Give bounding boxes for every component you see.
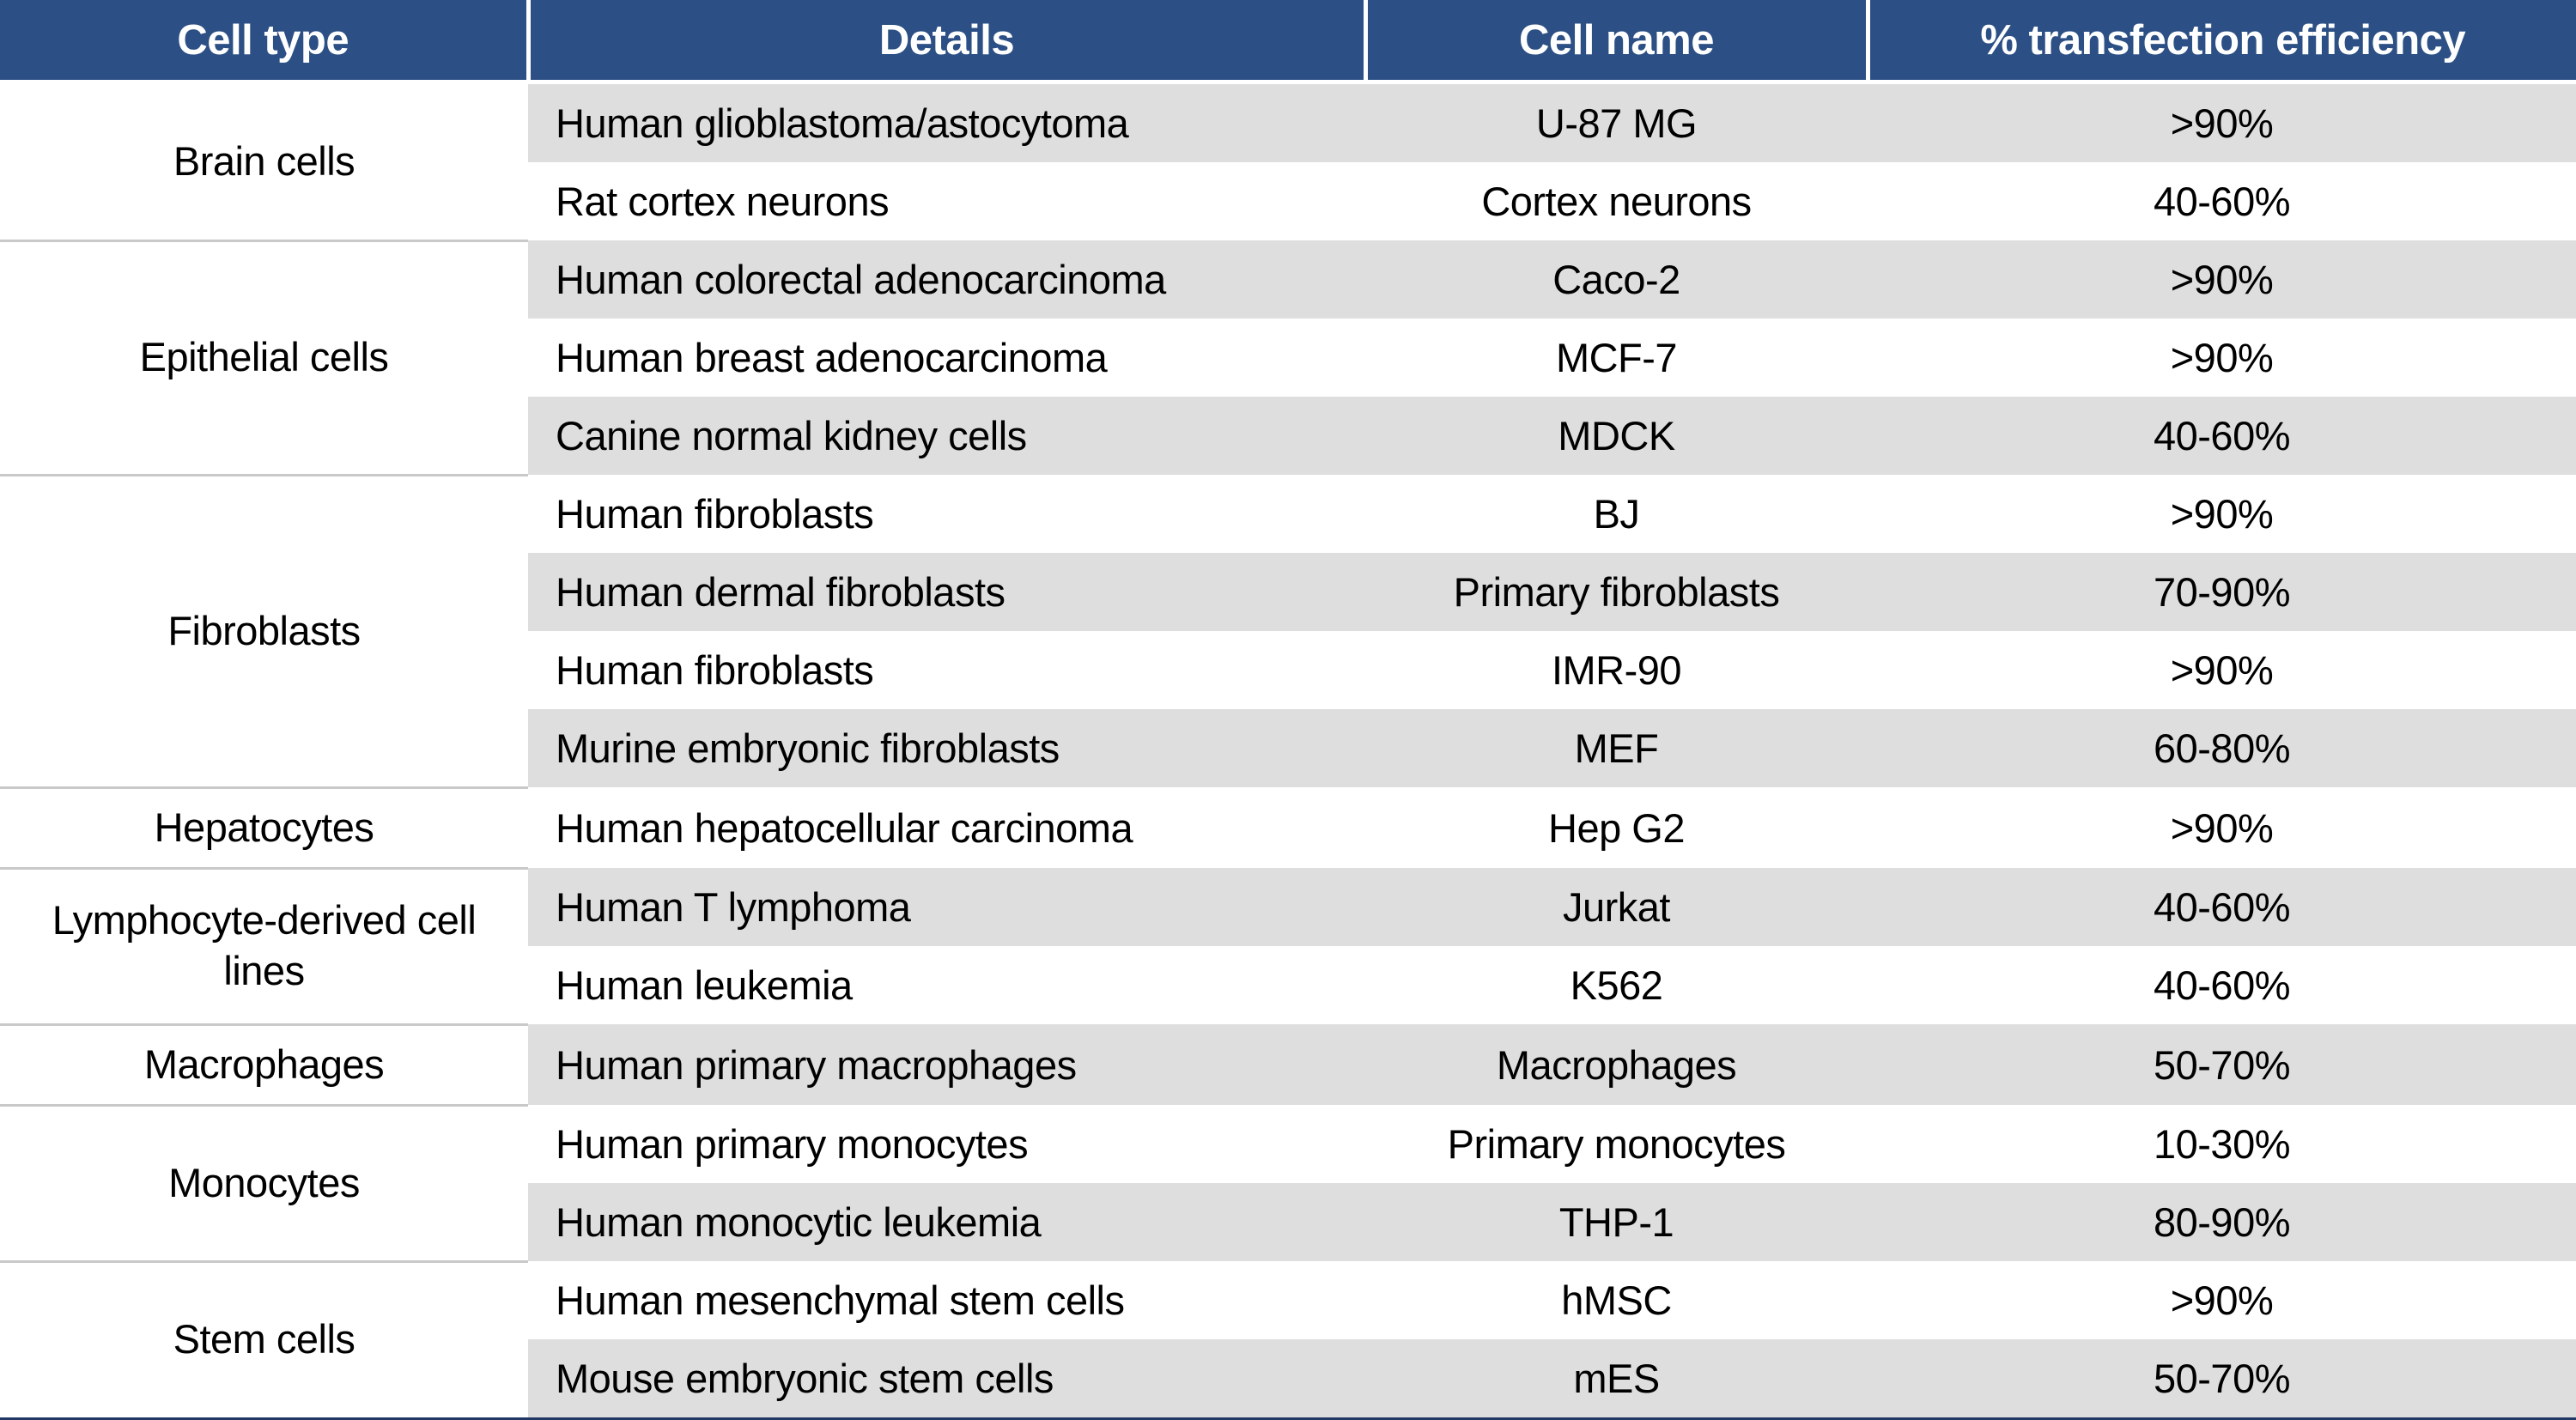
efficiency-cell: >90% xyxy=(1868,631,2576,709)
cell-type-cell: Monocytes xyxy=(0,1103,528,1261)
column-header-cell-name: Cell name xyxy=(1363,0,1868,84)
cell-type-cell: Hepatocytes xyxy=(0,786,528,868)
details-cell: Human leukemia xyxy=(528,946,1365,1024)
details-cell: Human colorectal adenocarcinoma xyxy=(528,240,1365,319)
cell-name-cell: K562 xyxy=(1365,946,1868,1024)
table-row: Stem cells Human mesenchymal stem cells hM… xyxy=(0,1259,2576,1420)
column-header-cell-type: Cell type xyxy=(0,0,528,84)
table-row: Mouse embryonic stem cells mES 50-70% xyxy=(0,1339,2576,1420)
efficiency-cell: >90% xyxy=(1868,319,2576,397)
efficiency-cell: 60-80% xyxy=(1868,709,2576,787)
cell-name-cell: U-87 MG xyxy=(1365,82,1868,162)
details-cell: Mouse embryonic stem cells xyxy=(528,1339,1365,1420)
table-row: Macrophages Human primary macrophages Macr… xyxy=(0,1023,2576,1105)
details-cell: Canine normal kidney cells xyxy=(528,397,1365,475)
table-row: Epithelial cells Human colorectal adenoca… xyxy=(0,239,2576,475)
table-row: Lymphocyte-derived cell lines Human T lym… xyxy=(0,866,2576,1024)
details-cell: Human dermal fibroblasts xyxy=(528,553,1365,631)
cell-type-cell: Brain cells xyxy=(0,82,528,240)
efficiency-cell: 40-60% xyxy=(1868,868,2576,946)
efficiency-cell: 50-70% xyxy=(1868,1339,2576,1420)
details-cell: Human fibroblasts xyxy=(528,475,1365,553)
details-cell: Rat cortex neurons xyxy=(528,162,1365,240)
table-row: Human leukemia K562 40-60% xyxy=(0,946,2576,1024)
efficiency-cell: 40-60% xyxy=(1868,397,2576,475)
details-cell: Human primary monocytes xyxy=(528,1105,1365,1183)
efficiency-cell: 40-60% xyxy=(1868,946,2576,1024)
cell-name-cell: Caco-2 xyxy=(1365,240,1868,319)
cell-name-cell: Jurkat xyxy=(1365,868,1868,946)
efficiency-cell: 10-30% xyxy=(1868,1105,2576,1183)
table-row: Human monocytic leukemia THP-1 80-90% xyxy=(0,1183,2576,1261)
efficiency-cell: 40-60% xyxy=(1868,162,2576,240)
details-cell: Human mesenchymal stem cells xyxy=(528,1261,1365,1339)
table-row: Brain cells Human glioblastoma/astocytoma… xyxy=(0,82,2576,240)
cell-type-cell: Lymphocyte-derived cell lines xyxy=(0,866,528,1024)
cell-name-cell: THP-1 xyxy=(1365,1183,1868,1261)
efficiency-cell: >90% xyxy=(1868,787,2576,868)
efficiency-cell: >90% xyxy=(1868,1261,2576,1339)
cell-name-cell: Primary fibroblasts xyxy=(1365,553,1868,631)
cell-type-cell: Epithelial cells xyxy=(0,239,528,475)
cell-type-cell: Stem cells xyxy=(0,1259,528,1420)
cell-name-cell: Primary monocytes xyxy=(1365,1105,1868,1183)
efficiency-cell: 70-90% xyxy=(1868,553,2576,631)
cell-name-cell: BJ xyxy=(1365,475,1868,553)
table-row: Fibroblasts Human fibroblasts BJ >90% xyxy=(0,473,2576,787)
cell-name-cell: Cortex neurons xyxy=(1365,162,1868,240)
cell-name-cell: IMR-90 xyxy=(1365,631,1868,709)
table-row: Human fibroblasts IMR-90 >90% xyxy=(0,631,2576,709)
cell-name-cell: MEF xyxy=(1365,709,1868,787)
details-cell: Human primary macrophages xyxy=(528,1024,1365,1105)
details-cell: Murine embryonic fibroblasts xyxy=(528,709,1365,787)
efficiency-cell: >90% xyxy=(1868,475,2576,553)
cell-type-cell: Fibroblasts xyxy=(0,473,528,787)
table-row: Rat cortex neurons Cortex neurons 40-60% xyxy=(0,162,2576,240)
details-cell: Human breast adenocarcinoma xyxy=(528,319,1365,397)
details-cell: Human monocytic leukemia xyxy=(528,1183,1365,1261)
efficiency-cell: 80-90% xyxy=(1868,1183,2576,1261)
details-cell: Human T lymphoma xyxy=(528,868,1365,946)
cell-name-cell: hMSC xyxy=(1365,1261,1868,1339)
table-row: Human dermal fibroblasts Primary fibrobla… xyxy=(0,553,2576,631)
cell-name-cell: MDCK xyxy=(1365,397,1868,475)
efficiency-cell: 50-70% xyxy=(1868,1024,2576,1105)
table-row: Monocytes Human primary monocytes Primary … xyxy=(0,1103,2576,1261)
cell-name-cell: mES xyxy=(1365,1339,1868,1420)
column-header-efficiency: % transfection efficiency xyxy=(1865,0,2576,84)
table-row: Murine embryonic fibroblasts MEF 60-80% xyxy=(0,709,2576,787)
details-cell: Human fibroblasts xyxy=(528,631,1365,709)
efficiency-cell: >90% xyxy=(1868,82,2576,162)
cell-type-cell: Macrophages xyxy=(0,1023,528,1105)
efficiency-cell: >90% xyxy=(1868,240,2576,319)
cell-name-cell: Hep G2 xyxy=(1365,787,1868,868)
table-row: Human breast adenocarcinoma MCF-7 >90% xyxy=(0,319,2576,397)
table-row: Hepatocytes Human hepatocellular carcinom… xyxy=(0,786,2576,868)
details-cell: Human hepatocellular carcinoma xyxy=(528,787,1365,868)
header-row: Cell type Details Cell name % transfecti… xyxy=(0,0,2576,84)
cell-name-cell: Macrophages xyxy=(1365,1024,1868,1105)
cell-name-cell: MCF-7 xyxy=(1365,319,1868,397)
details-cell: Human glioblastoma/astocytoma xyxy=(528,82,1365,162)
table-row: Canine normal kidney cells MDCK 40-60% xyxy=(0,397,2576,475)
column-header-details: Details xyxy=(526,0,1365,84)
